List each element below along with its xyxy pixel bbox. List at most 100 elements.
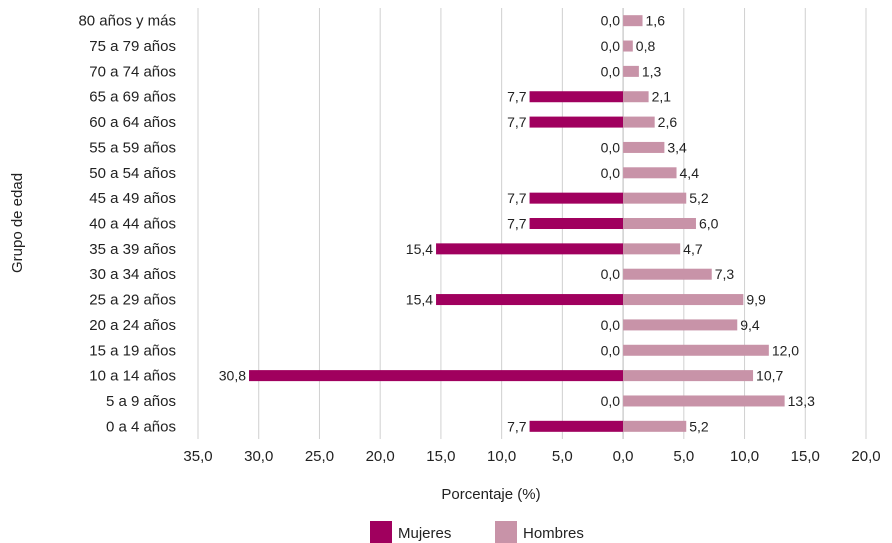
category-label: 30 a 34 años [89,266,176,283]
bar-hombres [623,167,677,179]
bar-hombres [623,91,649,103]
category-label: 25 a 29 años [89,292,176,309]
x-tick-label: 5,0 [673,448,694,465]
bar-mujeres [249,370,624,382]
category-label: 20 a 24 años [89,317,176,334]
bar-hombres [623,65,639,77]
data-label-mujeres: 7,7 [507,216,527,232]
bar-mujeres [529,218,624,229]
category-label: 80 años y más [78,13,176,30]
data-label-mujeres: 0,0 [601,38,621,54]
legend-swatch-mujeres [370,521,392,543]
category-label: 35 a 39 años [89,241,176,258]
legend-label-hombres: Hombres [523,525,584,542]
data-label-mujeres: 7,7 [507,114,527,130]
data-label-mujeres: 30,8 [219,368,246,384]
category-labels: 0 a 4 años 5 a 9 años 10 a 14 años 15 a 19 … [78,13,176,436]
data-label-mujeres: 0,0 [601,63,621,79]
x-tick-label: 0,0 [613,448,634,465]
bar-hombres [623,192,687,204]
bar-hombres [623,294,744,306]
x-tick-label: 20,0 [851,448,880,465]
bar-hombres [623,268,712,280]
data-label-hombres: 3,4 [667,139,687,155]
x-tick-labels: 35,0 30,0 25,0 20,0 15,0 10,0 5,0 0,0 5,0 10,0 15,… [183,448,880,465]
x-axis-title: Porcentaje (%) [441,486,540,503]
data-label-mujeres: 0,0 [601,342,621,358]
bar-hombres [623,395,785,407]
bar-hombres [623,141,665,153]
data-label-hombres: 5,2 [689,418,709,434]
category-label: 60 a 64 años [89,114,176,131]
data-label-hombres: 4,7 [683,241,703,257]
x-tick-label: 15,0 [791,448,820,465]
bar-mujeres [436,294,624,306]
bar-hombres [623,218,696,229]
category-label: 70 a 74 años [89,63,176,80]
category-label: 5 a 9 años [106,393,176,410]
data-labels: 7,7 0,0 30,8 0,0 0,0 15,4 0,0 15,4 7,7 7,7 0,0 0,0 7… [219,13,815,435]
data-label-mujeres: 0,0 [601,13,621,29]
bar-mujeres [529,116,624,128]
data-label-mujeres: 15,4 [406,241,433,257]
data-label-mujeres: 0,0 [601,139,621,155]
bar-hombres [623,40,633,52]
data-label-hombres: 6,0 [699,216,719,232]
legend-swatch-hombres [495,521,517,543]
data-label-hombres: 9,9 [746,292,766,308]
data-label-hombres: 0,8 [636,38,656,54]
category-label: 55 a 59 años [89,139,176,156]
data-label-mujeres: 0,0 [601,317,621,333]
legend: Mujeres Hombres [370,521,584,543]
bar-mujeres [529,192,624,204]
bar-hombres [623,15,643,27]
category-label: 50 a 54 años [89,165,176,182]
data-label-mujeres: 15,4 [406,292,433,308]
y-axis-title: Grupo de edad [9,173,26,273]
bar-hombres [623,319,738,331]
category-label: 40 a 44 años [89,216,176,233]
x-tick-label: 15,0 [426,448,455,465]
data-label-hombres: 1,6 [646,13,666,29]
data-label-mujeres: 0,0 [601,266,621,282]
category-label: 45 a 49 años [89,190,176,207]
bar-hombres [623,243,681,255]
x-tick-label: 10,0 [730,448,759,465]
data-label-mujeres: 7,7 [507,190,527,206]
x-tick-label: 25,0 [305,448,334,465]
bar-hombres [623,344,769,356]
data-label-hombres: 10,7 [756,368,783,384]
x-tick-label: 20,0 [366,448,395,465]
data-label-hombres: 1,3 [642,63,662,79]
category-label: 75 a 79 años [89,38,176,55]
bar-mujeres [436,243,624,255]
bar-hombres [623,370,754,382]
data-label-hombres: 9,4 [740,317,760,333]
bar-hombres [623,116,655,128]
data-label-mujeres: 7,7 [507,418,527,434]
data-label-hombres: 2,1 [652,89,672,105]
data-label-hombres: 5,2 [689,190,709,206]
bars [249,15,785,432]
bar-mujeres [529,420,624,432]
category-label: 0 a 4 años [106,418,176,435]
category-label: 10 a 14 años [89,368,176,385]
data-label-hombres: 2,6 [658,114,678,130]
x-tick-label: 35,0 [183,448,212,465]
data-label-mujeres: 7,7 [507,89,527,105]
bar-mujeres [529,91,624,103]
x-tick-label: 30,0 [244,448,273,465]
legend-label-mujeres: Mujeres [398,525,451,542]
data-label-hombres: 4,4 [680,165,700,181]
category-label: 65 a 69 años [89,89,176,106]
data-label-mujeres: 0,0 [601,393,621,409]
category-label: 15 a 19 años [89,342,176,359]
data-label-mujeres: 0,0 [601,165,621,181]
data-label-hombres: 12,0 [772,342,799,358]
x-tick-label: 5,0 [552,448,573,465]
bar-hombres [623,420,687,432]
x-tick-label: 10,0 [487,448,516,465]
data-label-hombres: 13,3 [788,393,815,409]
data-label-hombres: 7,3 [715,266,735,282]
